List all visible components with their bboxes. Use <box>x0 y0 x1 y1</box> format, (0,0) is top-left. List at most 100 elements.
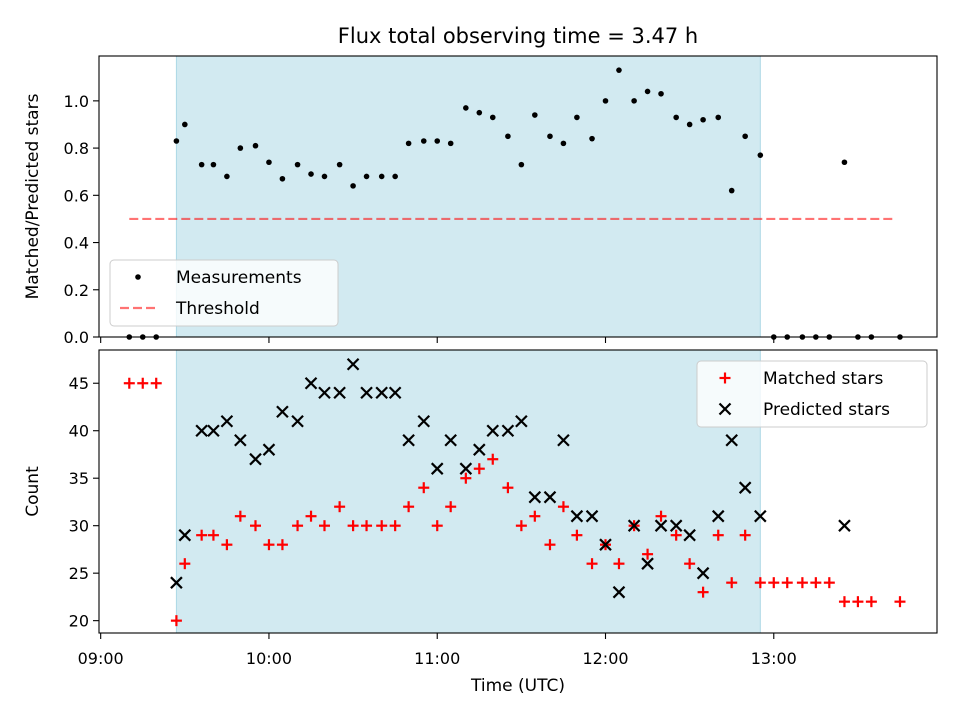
count-x-point <box>473 443 486 456</box>
ratio-dot-point <box>447 140 454 147</box>
ratio-dot-point <box>173 138 180 144</box>
count-x-point <box>178 528 192 542</box>
count-plus-point <box>823 577 835 589</box>
ratio-dot-point <box>505 133 511 140</box>
count-x-point <box>486 424 500 437</box>
ratio-dot-point <box>673 114 679 121</box>
ratio-dot-point <box>728 187 735 194</box>
ratio-dot-point <box>700 116 706 123</box>
count-plus-point <box>418 482 430 494</box>
ratio-legend: Measurements Threshold <box>109 259 339 327</box>
count-plus-point <box>838 596 850 608</box>
count-plus-point <box>697 586 709 598</box>
legend-frame <box>696 360 928 428</box>
count-plus-point <box>852 596 864 608</box>
count-axes-frame <box>98 349 938 634</box>
count-plus-point <box>334 501 346 513</box>
legend-label: Threshold <box>175 299 260 319</box>
count-plus-point <box>431 520 443 532</box>
count-plus-point <box>796 577 808 589</box>
count-plus-point <box>473 463 485 475</box>
count-x-point <box>557 433 570 447</box>
count-plus-point <box>292 520 304 532</box>
count-plus-point <box>179 558 191 570</box>
count-plus-point <box>670 529 682 541</box>
count-x-point <box>711 509 725 523</box>
count-x-point <box>318 386 331 400</box>
ratio-ytick-label: 0.4 <box>64 234 89 253</box>
count-plus-point <box>249 520 261 532</box>
ratio-dot-point <box>434 138 441 144</box>
ratio-dot-point <box>463 105 469 111</box>
ratio-dot-point <box>589 135 595 142</box>
count-plus-point <box>781 577 793 589</box>
ratio-dot-point <box>363 173 370 180</box>
count-x-point <box>220 414 234 428</box>
count-plus-point <box>684 558 696 570</box>
ratio-dot-point <box>686 121 693 128</box>
ratio-dot-point <box>224 173 230 180</box>
count-ytick-label: 45 <box>69 374 89 393</box>
ratio-dot-point <box>308 171 314 177</box>
count-x-point <box>459 462 473 475</box>
legend-plus-swatch <box>719 372 731 384</box>
count-x-point <box>528 490 542 504</box>
ratio-dot-point <box>252 142 259 149</box>
ratio-dot-point <box>547 133 553 140</box>
count-plus-point <box>347 520 359 532</box>
count-x-point <box>388 386 402 400</box>
count-x-point <box>725 433 738 447</box>
count-plus-point <box>403 501 415 513</box>
chart-title: Flux total observing time = 3.47 h <box>338 24 698 48</box>
count-plus-point <box>445 501 457 513</box>
count-x-point <box>501 424 515 437</box>
count-x-point <box>346 357 360 371</box>
ratio-dot-point <box>350 183 356 189</box>
ratio-ytick-label: 0.8 <box>64 139 89 158</box>
count-plus-point <box>137 377 149 389</box>
count-plus-point <box>487 453 499 465</box>
count-plus-point <box>655 510 667 522</box>
ratio-dot-point <box>602 98 609 104</box>
bottom-panel: 20 25 30 35 40 45 Count Matched stars Predicted … <box>23 349 938 639</box>
count-x-point <box>417 414 431 428</box>
legend-x-swatch <box>718 402 732 416</box>
ratio-dot-point <box>378 173 385 180</box>
count-x-point <box>195 424 208 437</box>
top-panel: 0.0 0.2 0.4 0.6 0.8 1.0 Matched/Predicted star… <box>23 55 938 347</box>
count-x-point <box>543 490 557 504</box>
count-x-point <box>612 585 626 599</box>
xtick-label: 13:00 <box>751 649 797 668</box>
count-plus-point <box>207 529 219 541</box>
count-plus-point <box>754 577 766 589</box>
ratio-dot-point <box>405 140 412 147</box>
count-x-point <box>262 443 276 456</box>
count-x-point <box>291 414 304 428</box>
count-plus-point <box>502 482 514 494</box>
ratio-dot-point <box>279 175 286 182</box>
ratio-dot-point <box>742 133 748 140</box>
count-x-point <box>570 509 584 523</box>
count-plus-point <box>150 377 162 389</box>
count-x-point <box>838 519 851 532</box>
count-x-point <box>207 424 220 437</box>
count-x-point <box>754 509 767 523</box>
count-x-point <box>375 386 388 400</box>
ratio-ytick-label: 0.0 <box>64 328 89 347</box>
count-plus-point <box>739 529 751 541</box>
x-axis: 09:00 10:00 11:00 12:00 13:00 <box>78 649 797 668</box>
ratio-dot-point <box>631 98 637 104</box>
count-x-point <box>333 386 346 400</box>
count-plus-point <box>810 577 822 589</box>
count-plus-point <box>170 615 182 627</box>
xtick-label: 12:00 <box>582 649 628 668</box>
count-plus-point <box>515 520 527 532</box>
count-x-point <box>276 405 289 419</box>
count-plus-point <box>712 529 724 541</box>
count-plus-point <box>894 596 906 608</box>
count-plus-point <box>361 520 373 532</box>
count-x-point <box>444 433 457 447</box>
count-plus-point <box>460 472 472 484</box>
